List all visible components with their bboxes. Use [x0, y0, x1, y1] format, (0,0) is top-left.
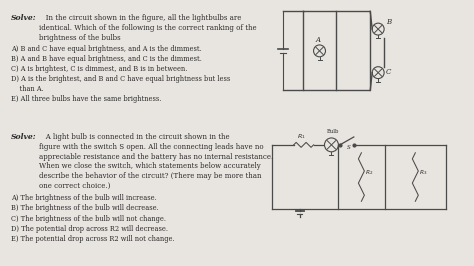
Text: A) The brightness of the bulb will increase.
B) The brightness of the bulb will : A) The brightness of the bulb will incre…: [11, 194, 175, 243]
Text: A light bulb is connected in the circuit shown in the
figure with the switch S o: A light bulb is connected in the circuit…: [39, 133, 273, 190]
Text: A) B and C have equal brightness, and A is the dimmest.
B) A and B have equal br: A) B and C have equal brightness, and A …: [11, 45, 230, 103]
Text: Bulb: Bulb: [327, 129, 339, 134]
Text: B: B: [386, 18, 391, 26]
Text: $R_1$: $R_1$: [297, 132, 305, 141]
Text: Solve:: Solve:: [11, 133, 37, 141]
Text: C: C: [386, 68, 392, 76]
Text: $R_2$: $R_2$: [365, 169, 374, 177]
Text: $R_3$: $R_3$: [419, 169, 428, 177]
Text: S: S: [347, 145, 351, 150]
Text: Solve:: Solve:: [11, 14, 37, 22]
Text: In the circuit shown in the figure, all the lightbulbs are
identical. Which of t: In the circuit shown in the figure, all …: [39, 14, 257, 42]
Text: A: A: [316, 36, 320, 44]
